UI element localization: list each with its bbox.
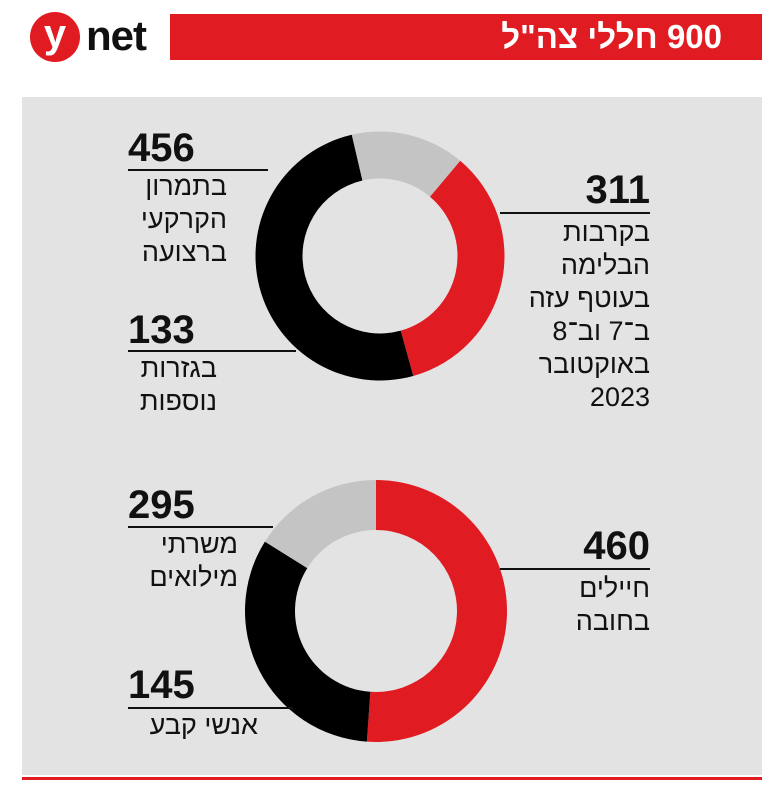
data-label-text-295: משרתי מילואים xyxy=(149,529,238,592)
leader-line-311 xyxy=(500,212,650,214)
data-label-text-145: אנשי קבע xyxy=(149,710,258,740)
leader-line-295 xyxy=(128,526,273,528)
leader-line-456 xyxy=(128,169,268,171)
logo-net-text: net xyxy=(86,12,147,59)
donut-slice-133 xyxy=(351,131,461,197)
data-label-value-295: 295 xyxy=(128,483,195,527)
leader-line-145 xyxy=(128,707,293,709)
data-label-text-133: בגזרות נוספות xyxy=(139,353,217,416)
bottom-divider xyxy=(22,777,762,780)
leader-line-133 xyxy=(128,350,296,352)
data-label-value-145: 145 xyxy=(128,663,195,707)
data-label-value-133: 133 xyxy=(128,308,195,352)
ynet-logo[interactable]: y net xyxy=(30,12,170,64)
data-label-value-456: 456 xyxy=(128,126,195,170)
page-title: 900 חללי צה"ל xyxy=(501,18,722,55)
title-bar: 900 חללי צה"ל xyxy=(170,14,762,60)
donut-slice-295 xyxy=(244,541,371,742)
donut-slice-460 xyxy=(366,480,507,743)
data-label-text-311: בקרבות הבלימה בעוטף עזה ב־7 וב־8 באוקטוב… xyxy=(528,217,650,412)
data-label-text-460: חיילים בחובה xyxy=(575,573,650,636)
donut-chart-fallen-by-event xyxy=(255,131,505,381)
donut-slice-145 xyxy=(264,480,376,569)
donut-slice-311 xyxy=(400,160,505,376)
chart-panel xyxy=(22,97,762,775)
leader-line-460 xyxy=(500,568,650,570)
data-label-value-460: 460 xyxy=(583,524,650,568)
data-label-text-456: בתמרון הקרקעי ברצועה xyxy=(140,171,227,267)
donut-slice-456 xyxy=(255,134,414,381)
logo-y-mark: y xyxy=(30,12,80,62)
donut-chart-fallen-by-service xyxy=(244,480,507,743)
data-label-value-311: 311 xyxy=(585,168,650,212)
